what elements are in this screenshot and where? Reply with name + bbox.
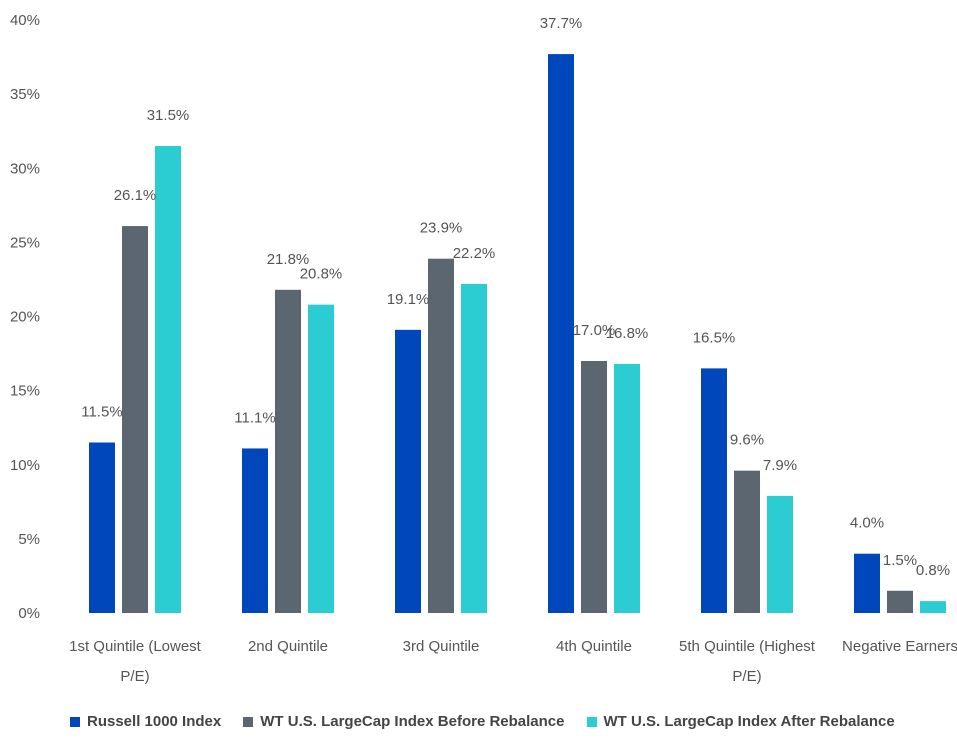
data-label: 11.5% — [81, 404, 122, 421]
x-tick-label: P/E) — [120, 668, 149, 685]
data-label: 37.7% — [540, 15, 583, 32]
bar — [275, 289, 301, 613]
bar — [614, 363, 640, 613]
bar — [920, 601, 946, 613]
bar — [122, 226, 148, 613]
legend-swatch — [586, 716, 597, 727]
y-tick-label: 0% — [18, 605, 40, 622]
data-label: 21.8% — [267, 251, 310, 268]
data-label: 7.9% — [763, 457, 797, 474]
data-label: 22.2% — [453, 245, 496, 262]
bar — [461, 283, 487, 613]
y-tick-label: 25% — [10, 234, 40, 251]
legend-item-before: WT U.S. LargeCap Index Before Rebalance — [243, 713, 565, 730]
y-tick-label: 20% — [10, 309, 40, 326]
data-label: 11.1% — [234, 409, 275, 426]
y-tick-label: 30% — [10, 160, 40, 177]
y-tick-label: 10% — [10, 457, 40, 474]
x-tick-label: 4th Quintile — [556, 638, 632, 655]
y-axis: 0% 5% 10% 15% 20% 25% 30% 35% 40% — [10, 12, 40, 622]
legend-label: Russell 1000 Index — [87, 713, 222, 730]
bar — [701, 368, 727, 613]
data-label: 17.0% — [573, 322, 616, 339]
x-tick-label: P/E) — [732, 668, 761, 685]
x-tick-label: 5th Quintile (Highest — [679, 638, 816, 655]
bar — [581, 360, 607, 613]
y-tick-label: 35% — [10, 86, 40, 103]
bar — [242, 448, 268, 613]
data-label: 9.6% — [730, 432, 764, 449]
x-tick-label: 1st Quintile (Lowest — [69, 638, 202, 655]
data-label: 26.1% — [114, 187, 157, 204]
bar — [89, 442, 115, 613]
data-label: 4.0% — [850, 515, 884, 532]
legend-label: WT U.S. LargeCap Index After Rebalance — [603, 713, 895, 730]
legend-item-after: WT U.S. LargeCap Index After Rebalance — [586, 713, 895, 730]
bar — [887, 590, 913, 613]
bar — [767, 495, 793, 613]
x-axis: 1st Quintile (Lowest P/E) 2nd Quintile 3rd … — [69, 638, 957, 685]
bar — [734, 470, 760, 613]
legend: Russell 1000 Index WT U.S. LargeCap Inde… — [70, 713, 895, 730]
legend-swatch — [70, 716, 80, 727]
legend-swatch — [243, 716, 254, 727]
bar — [395, 329, 421, 613]
bar — [428, 258, 454, 613]
bar — [308, 304, 334, 613]
bar — [548, 54, 574, 614]
data-label: 31.5% — [147, 107, 190, 124]
data-label: 20.8% — [300, 266, 343, 283]
data-labels: 11.5% 26.1% 31.5% 11.1% 21.8%20.8% 19.1% 23.9%… — [81, 15, 950, 579]
data-label: 1.5% — [883, 552, 917, 569]
legend-label: WT U.S. LargeCap Index Before Rebalance — [260, 713, 565, 730]
bar — [155, 146, 181, 613]
y-tick-label: 15% — [10, 383, 40, 400]
data-label: 16.5% — [693, 329, 736, 346]
y-tick-label: 5% — [18, 531, 40, 548]
x-tick-label: 3rd Quintile — [403, 638, 480, 655]
x-tick-label: 2nd Quintile — [248, 638, 328, 655]
bar-chart: 0% 5% 10% 15% 20% 25% 30% 35% 40% 11.5% 26.1% 31.5… — [10, 12, 957, 685]
data-label: 0.8% — [916, 562, 950, 579]
legend-item-russell: Russell 1000 Index — [70, 713, 221, 730]
bars — [89, 54, 946, 614]
x-tick-label: Negative Earners — [842, 638, 957, 655]
y-tick-label: 40% — [10, 12, 40, 29]
data-label: 16.8% — [606, 325, 649, 342]
bar — [854, 553, 880, 613]
data-label: 23.9% — [420, 220, 463, 237]
data-label: 19.1% — [387, 291, 430, 308]
